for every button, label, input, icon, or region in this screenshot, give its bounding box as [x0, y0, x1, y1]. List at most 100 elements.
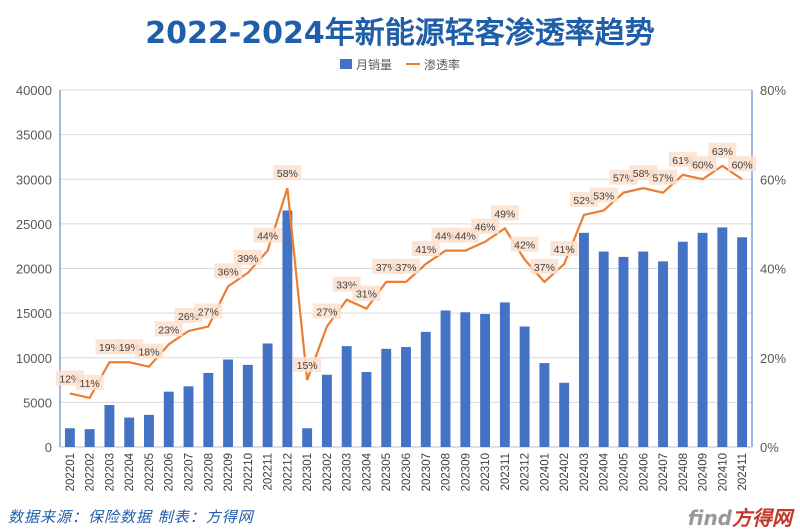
- x-tick-label: 202404: [599, 452, 611, 491]
- data-label-bg: [688, 156, 717, 172]
- bar: [361, 372, 372, 447]
- bar: [697, 232, 708, 447]
- data-label-bg: [75, 374, 104, 390]
- bar: [84, 429, 95, 447]
- bar: [203, 372, 214, 447]
- data-label: 58%: [633, 168, 654, 180]
- data-label: 19%: [119, 342, 140, 354]
- bar: [321, 374, 332, 447]
- x-tick-label: 202402: [559, 453, 571, 491]
- x-tick-label: 202401: [539, 453, 551, 491]
- x-tick-label: 202310: [480, 453, 492, 491]
- data-label: 61%: [672, 155, 693, 167]
- data-label-bg: [293, 357, 322, 373]
- data-label-bg: [273, 165, 302, 181]
- data-label: 60%: [732, 159, 753, 171]
- data-label-bg: [214, 263, 243, 279]
- data-label-bg: [233, 249, 262, 265]
- data-label: 44%: [257, 231, 278, 243]
- x-tick-label: 202209: [223, 453, 235, 491]
- x-tick-label: 202309: [460, 453, 472, 491]
- data-label: 53%: [593, 190, 614, 202]
- y-right-tick-label: 80%: [760, 83, 786, 98]
- x-tick-label: 202405: [618, 453, 630, 491]
- source-note: 数据来源：保险数据 制表：方得网: [8, 508, 254, 526]
- x-tick-label: 202306: [401, 453, 413, 491]
- bar: [262, 343, 273, 447]
- data-label-bg: [253, 227, 282, 243]
- bar: [737, 237, 748, 447]
- data-label-bg: [490, 205, 519, 221]
- y-left-tick-label: 20000: [16, 262, 52, 277]
- bar: [460, 312, 471, 447]
- bar: [124, 417, 135, 447]
- logo: find方得网: [687, 506, 792, 530]
- y-left-tick-label: 0: [45, 440, 52, 455]
- y-left-tick-label: 30000: [16, 172, 52, 187]
- bar: [242, 364, 253, 447]
- x-tick-label: 202207: [184, 453, 196, 491]
- x-tick-label: 202308: [441, 453, 453, 491]
- data-label: 46%: [475, 222, 496, 234]
- bar: [163, 391, 174, 447]
- bar: [579, 232, 589, 447]
- bar: [618, 256, 629, 447]
- data-label-bg: [550, 241, 579, 257]
- data-label-bg: [312, 303, 341, 319]
- data-label-bg: [708, 142, 737, 158]
- x-tick-label: 202202: [85, 453, 97, 491]
- data-label: 57%: [613, 173, 634, 185]
- data-label: 18%: [138, 347, 159, 359]
- bar: [302, 428, 313, 447]
- data-label: 27%: [198, 307, 219, 319]
- x-tick-label: 202307: [421, 453, 433, 491]
- data-label: 15%: [297, 360, 318, 372]
- bar: [677, 241, 688, 447]
- x-tick-label: 202303: [342, 453, 354, 491]
- bar: [480, 314, 491, 447]
- x-tick-label: 202408: [678, 453, 690, 491]
- data-label: 41%: [554, 244, 575, 256]
- x-tick-label: 202302: [322, 453, 334, 491]
- data-label: 37%: [534, 262, 555, 274]
- bar: [104, 405, 115, 447]
- x-tick-label: 202204: [124, 452, 136, 491]
- data-label: 33%: [336, 280, 357, 292]
- data-label: 60%: [692, 159, 713, 171]
- data-label: 26%: [178, 311, 199, 323]
- bar: [598, 251, 609, 447]
- bar: [282, 210, 293, 447]
- data-label-bg: [530, 258, 559, 274]
- data-label: 31%: [356, 289, 377, 301]
- data-label: 58%: [277, 168, 298, 180]
- y-left-tick-label: 15000: [16, 306, 52, 321]
- y-right-tick-label: 0%: [760, 440, 779, 455]
- data-label: 37%: [376, 262, 397, 274]
- legend-swatch-bar: [340, 59, 352, 69]
- data-label: 63%: [712, 146, 733, 158]
- data-label: 57%: [653, 173, 674, 185]
- x-tick-label: 202203: [104, 453, 116, 491]
- data-label: 49%: [494, 208, 515, 220]
- bar: [559, 382, 570, 447]
- x-tick-label: 202406: [638, 453, 650, 491]
- x-tick-label: 202211: [263, 453, 275, 491]
- data-label: 37%: [395, 262, 416, 274]
- y-left-tick-label: 10000: [16, 351, 52, 366]
- x-tick-label: 202409: [698, 453, 710, 491]
- data-label: 52%: [573, 195, 594, 207]
- x-tick-label: 202403: [579, 453, 591, 491]
- x-tick-label: 202206: [164, 453, 176, 491]
- data-label: 39%: [237, 253, 258, 265]
- data-label-bg: [589, 187, 618, 203]
- legend-label: 月销量: [356, 58, 392, 72]
- bar: [539, 363, 550, 447]
- data-label-bg: [471, 218, 500, 234]
- data-label: 19%: [99, 342, 120, 354]
- x-tick-label: 202208: [203, 453, 215, 491]
- x-tick-label: 202407: [658, 453, 670, 491]
- y-left-tick-label: 40000: [16, 83, 52, 98]
- data-label-bg: [649, 169, 678, 185]
- data-label-bg: [154, 321, 183, 337]
